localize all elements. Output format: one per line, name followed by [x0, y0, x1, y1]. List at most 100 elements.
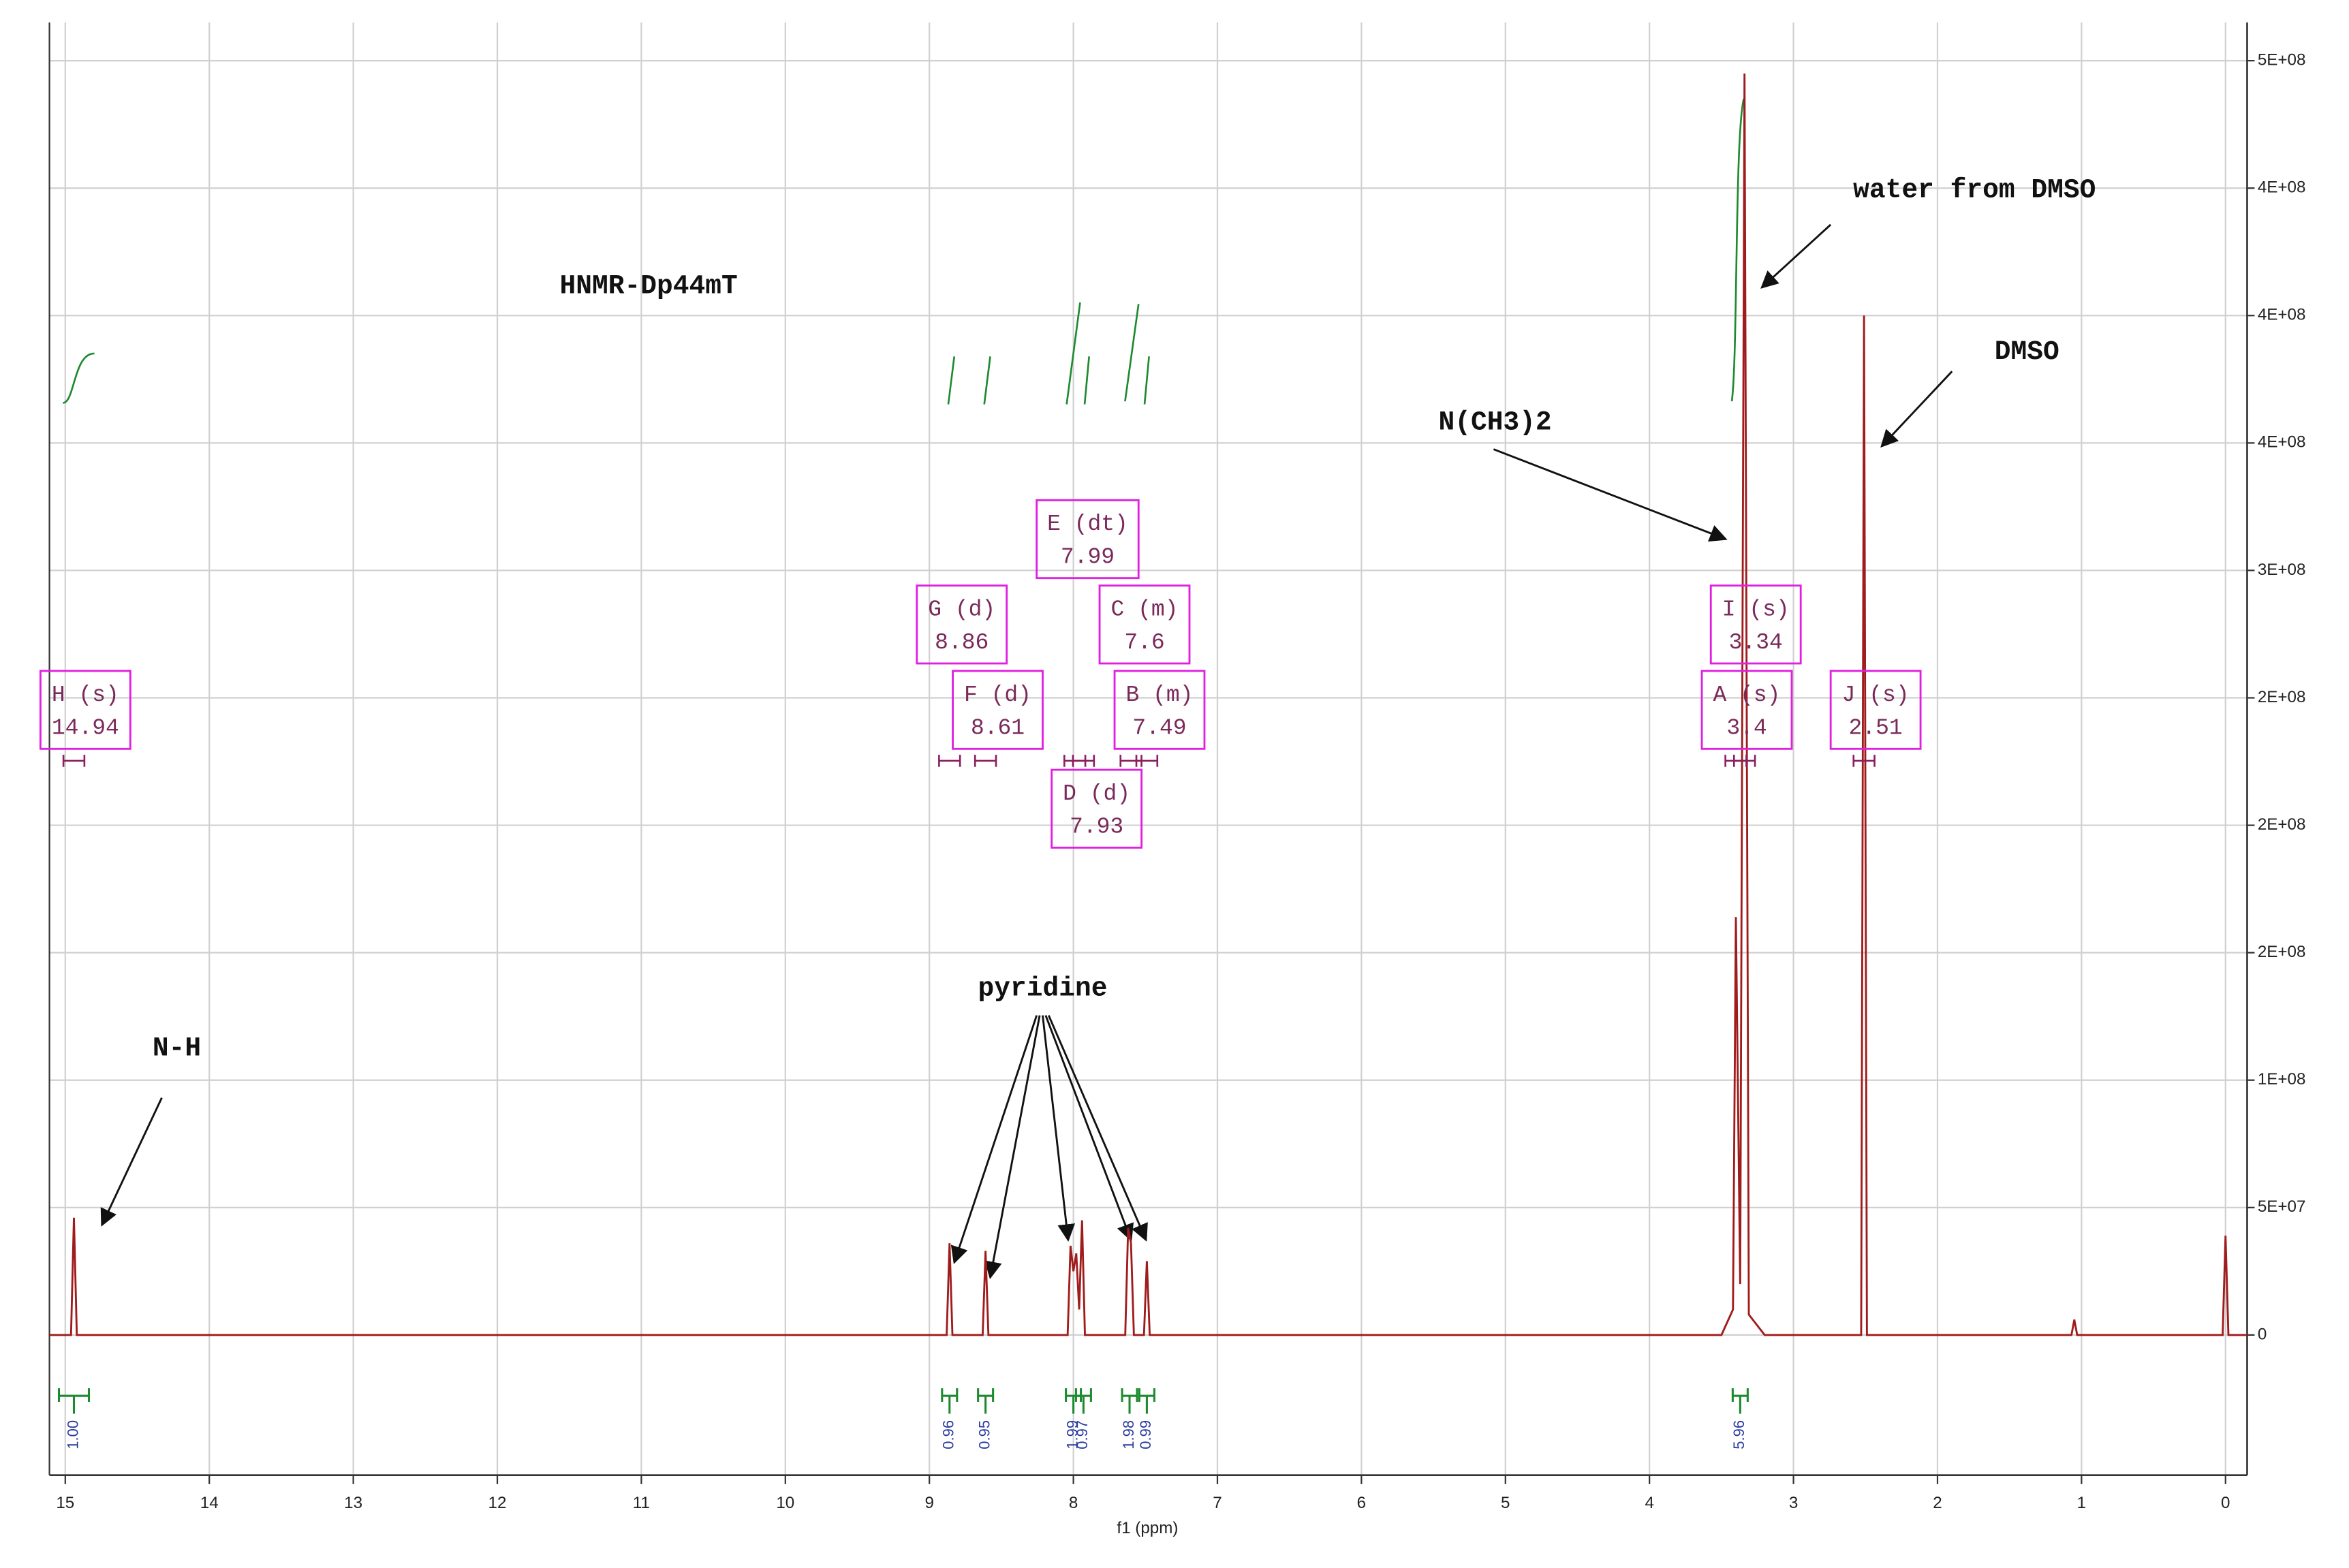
peak-label-box — [1036, 499, 1140, 580]
peak-label-name: C (m) — [1111, 597, 1179, 623]
chart-title: HNMR-Dp44mT — [560, 270, 738, 301]
annotation-arrow — [100, 1097, 163, 1227]
integral-label: 5.96 — [1730, 1420, 1747, 1449]
annotation: N(CH3)2 — [1438, 407, 1551, 437]
annotation-arrow — [1047, 1015, 1148, 1242]
peak-marker — [1724, 755, 1747, 767]
y-tick-label: 4E+08 — [2258, 306, 2306, 324]
peak-label-ppm: 7.93 — [1070, 814, 1123, 839]
peak-marker — [974, 755, 997, 767]
integral-bracket — [977, 1388, 995, 1414]
annotation: pyridine — [978, 973, 1108, 1004]
peak-label-name: B (m) — [1126, 683, 1194, 708]
peak-label-name: D (d) — [1063, 781, 1130, 806]
peak-marker — [62, 755, 86, 767]
integral-bracket — [57, 1388, 91, 1414]
peak-label-name: J (s) — [1842, 683, 1910, 708]
peak-label-name: H (s) — [52, 683, 119, 708]
integral-label: 0.97 — [1074, 1420, 1091, 1449]
x-tick-label: 2 — [1933, 1494, 1942, 1512]
y-tick-label: 4E+08 — [2258, 433, 2306, 452]
integral-bracket — [941, 1388, 959, 1414]
integral-bracket — [1074, 1388, 1092, 1414]
peak-label-name: I (s) — [1722, 597, 1790, 623]
y-tick-label: 2E+08 — [2258, 815, 2306, 834]
integral-curve — [983, 356, 991, 405]
x-tick-label: 8 — [1069, 1494, 1078, 1512]
x-tick-label: 1 — [2077, 1494, 2086, 1512]
peak-label-ppm: 8.61 — [971, 715, 1025, 740]
annotation-arrow — [1493, 448, 1728, 542]
integral-curve — [1730, 98, 1745, 402]
spectrum-line — [49, 73, 2247, 1336]
peak-label-name: E (dt) — [1047, 512, 1128, 537]
peak-marker — [1852, 755, 1876, 767]
annotation: N-H — [153, 1033, 201, 1064]
integral-label: 0.95 — [976, 1420, 993, 1449]
y-tick-label: 4E+08 — [2258, 178, 2306, 197]
integral-curve — [947, 356, 956, 405]
x-tick-label: 12 — [488, 1494, 507, 1512]
peak-label-box — [1829, 670, 1922, 750]
y-tick-label: 5E+08 — [2258, 50, 2306, 69]
peak-label-ppm: 14.94 — [52, 715, 119, 740]
integral-label: 1.98 — [1120, 1420, 1137, 1449]
peak-label-box — [1709, 584, 1802, 665]
peak-marker — [938, 755, 961, 767]
peak-label-name: A (s) — [1713, 683, 1781, 708]
integral-curve — [1124, 304, 1140, 402]
x-tick-label: 15 — [56, 1494, 74, 1512]
grid — [49, 22, 2247, 1475]
x-tick-label: 5 — [1501, 1494, 1510, 1512]
peak-marker — [1072, 755, 1095, 767]
peak-label-box — [1700, 670, 1793, 750]
x-tick-label: 14 — [200, 1494, 219, 1512]
x-tick-label: 13 — [344, 1494, 362, 1512]
integral-bracket — [1121, 1388, 1138, 1414]
peak-label-box — [916, 584, 1008, 665]
peak-label-ppm: 3.4 — [1726, 715, 1767, 740]
peak-label-ppm: 2.51 — [1849, 715, 1903, 740]
arrows — [100, 223, 1953, 1279]
x-tick-label: 6 — [1357, 1494, 1366, 1512]
peak-label-ppm: 8.86 — [935, 630, 989, 655]
y-tick-label: 3E+08 — [2258, 561, 2306, 579]
y-tick-label: 0 — [2258, 1325, 2267, 1343]
y-tick-label: 1E+08 — [2258, 1070, 2306, 1088]
integral-bracket — [1138, 1388, 1155, 1414]
integral-curve — [1065, 302, 1081, 405]
annotation-arrow — [1044, 1015, 1134, 1242]
annotation: water from DMSO — [1853, 175, 2096, 206]
annotation-arrow — [1880, 371, 1953, 448]
integral-curves — [62, 98, 1745, 405]
annotation: DMSO — [1995, 336, 2059, 367]
annotation-arrow — [950, 1015, 1038, 1264]
y-tick-label: 5E+07 — [2258, 1197, 2306, 1216]
integral-bracket — [1065, 1388, 1083, 1414]
peak-label-ppm: 7.99 — [1061, 545, 1115, 570]
peak-label-box — [39, 670, 131, 750]
integral-curve — [1083, 356, 1090, 405]
annotation-arrow — [984, 1015, 1041, 1279]
y-tick-label: 2E+08 — [2258, 688, 2306, 706]
integral-label: 1.99 — [1063, 1420, 1080, 1449]
peak-label-ppm: 3.34 — [1729, 630, 1783, 655]
x-tick-label: 11 — [633, 1494, 650, 1512]
x-tick-label: 3 — [1789, 1494, 1798, 1512]
integral-curve — [62, 352, 95, 404]
x-tick-label: 9 — [924, 1494, 933, 1512]
annotation-arrow — [1760, 223, 1832, 289]
integral-label: 0.99 — [1137, 1420, 1154, 1449]
integral-bracket — [1731, 1388, 1749, 1414]
integral-label: 0.96 — [940, 1420, 957, 1449]
x-axis-label: f1 (ppm) — [1117, 1519, 1178, 1537]
peak-marker — [1135, 755, 1159, 767]
peak-label-name: G (d) — [928, 597, 995, 623]
peak-label-box — [1051, 768, 1143, 849]
x-tick-label: 10 — [776, 1494, 794, 1512]
peak-label-box — [1098, 584, 1191, 665]
integral-label: 1.00 — [64, 1420, 81, 1449]
x-tick-label: 4 — [1645, 1494, 1653, 1512]
